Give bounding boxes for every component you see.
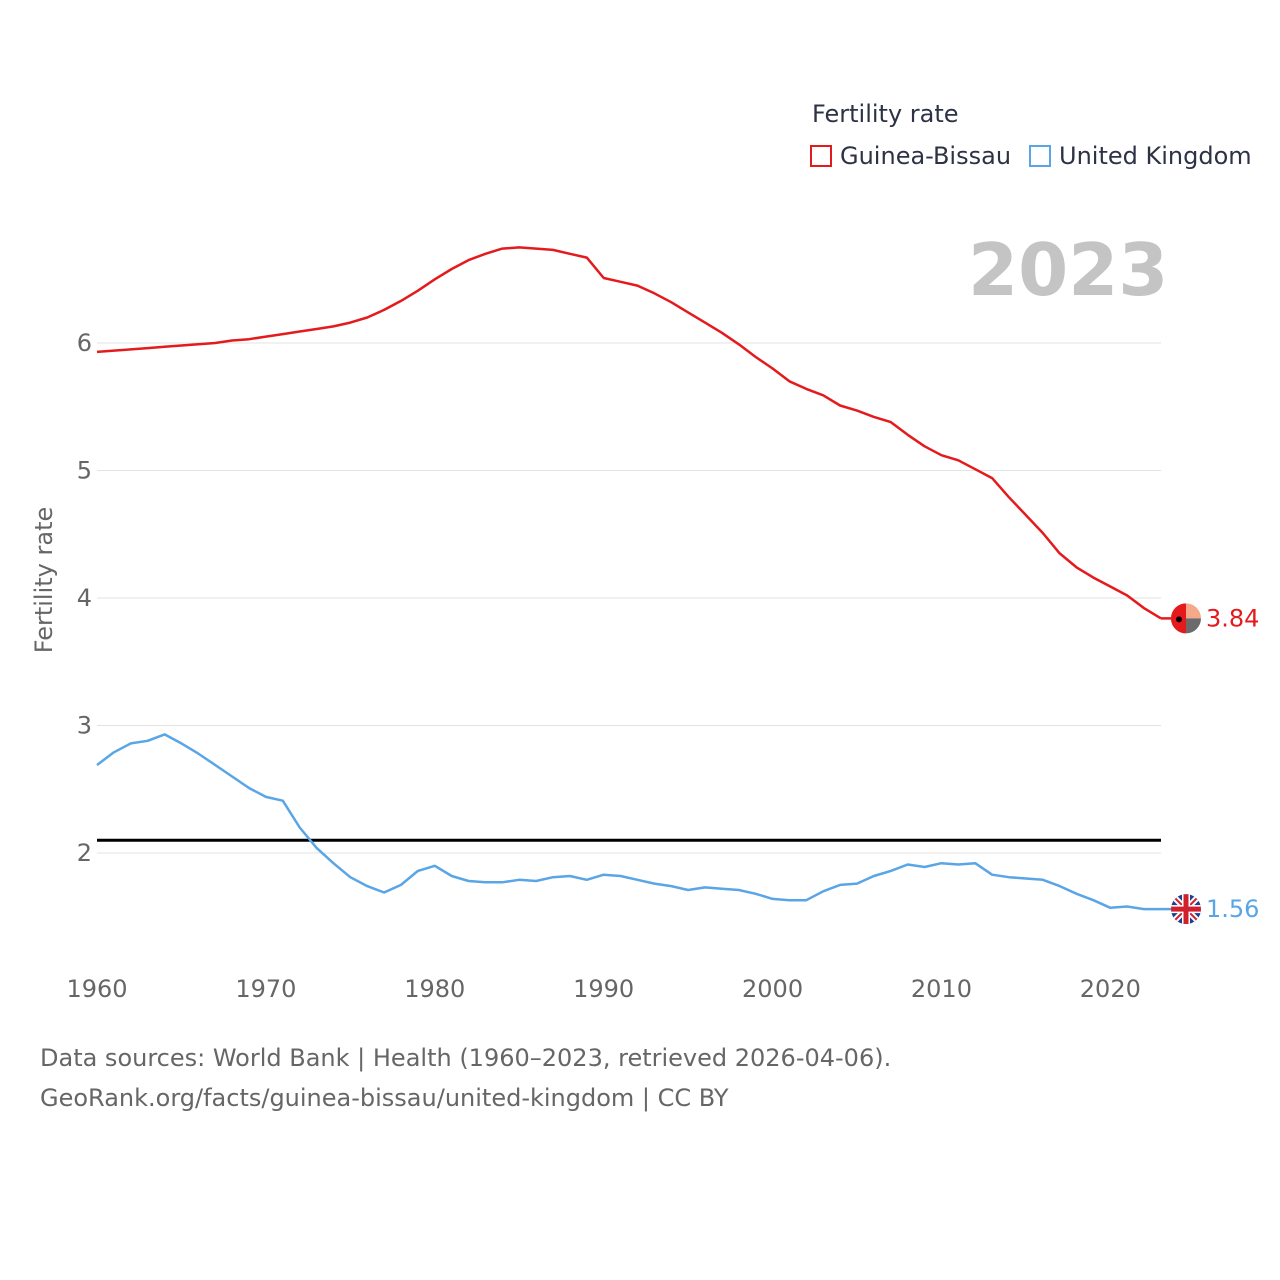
flag-icon-united-kingdom [1171, 894, 1201, 925]
y-tick-label: 3 [77, 712, 92, 740]
x-axis-ticks: 1960 1970 1980 1990 2000 2010 2020 [66, 975, 1140, 1003]
y-axis-label: Fertility rate [30, 507, 58, 654]
series-line-guinea-bissau [96, 246, 1162, 620]
legend-label-united-kingdom: United Kingdom [1059, 142, 1252, 170]
series-lines [96, 246, 1162, 911]
x-tick-label: 2020 [1080, 975, 1141, 1003]
year-label: 2023 [968, 228, 1169, 312]
footer-source: Data sources: World Bank | Health (1960–… [40, 1044, 892, 1072]
x-tick-label: 1960 [66, 975, 127, 1003]
footer-link[interactable]: GeoRank.org/facts/guinea-bissau/united-k… [40, 1084, 729, 1112]
x-tick-label: 1970 [235, 975, 296, 1003]
end-value-label-united-kingdom: 1.56 [1206, 895, 1259, 923]
y-tick-label: 4 [77, 584, 92, 612]
legend-swatch-guinea-bissau [810, 145, 832, 167]
legend-title: Fertility rate [812, 100, 959, 128]
x-tick-label: 1980 [404, 975, 465, 1003]
x-tick-label: 2010 [911, 975, 972, 1003]
end-value-label-guinea-bissau: 3.84 [1206, 604, 1259, 632]
y-tick-label: 6 [77, 329, 92, 357]
legend-item-guinea-bissau[interactable]: Guinea-Bissau [810, 142, 1011, 170]
series-line-united-kingdom [96, 733, 1161, 911]
legend-item-united-kingdom[interactable]: United Kingdom [1029, 142, 1252, 170]
legend-swatch-united-kingdom [1029, 145, 1052, 167]
y-tick-label: 5 [77, 457, 92, 485]
legend: Guinea-Bissau United Kingdom [810, 142, 1270, 170]
y-axis-ticks: 2 3 4 5 6 [77, 329, 92, 867]
flag-icon-guinea-bissau [1171, 603, 1201, 634]
gridlines [97, 342, 1161, 854]
y-tick-label: 2 [77, 839, 92, 867]
end-markers: 3.84 1.56 [1161, 603, 1259, 925]
x-tick-label: 1990 [573, 975, 634, 1003]
x-tick-label: 2000 [742, 975, 803, 1003]
legend-label-guinea-bissau: Guinea-Bissau [840, 142, 1012, 170]
